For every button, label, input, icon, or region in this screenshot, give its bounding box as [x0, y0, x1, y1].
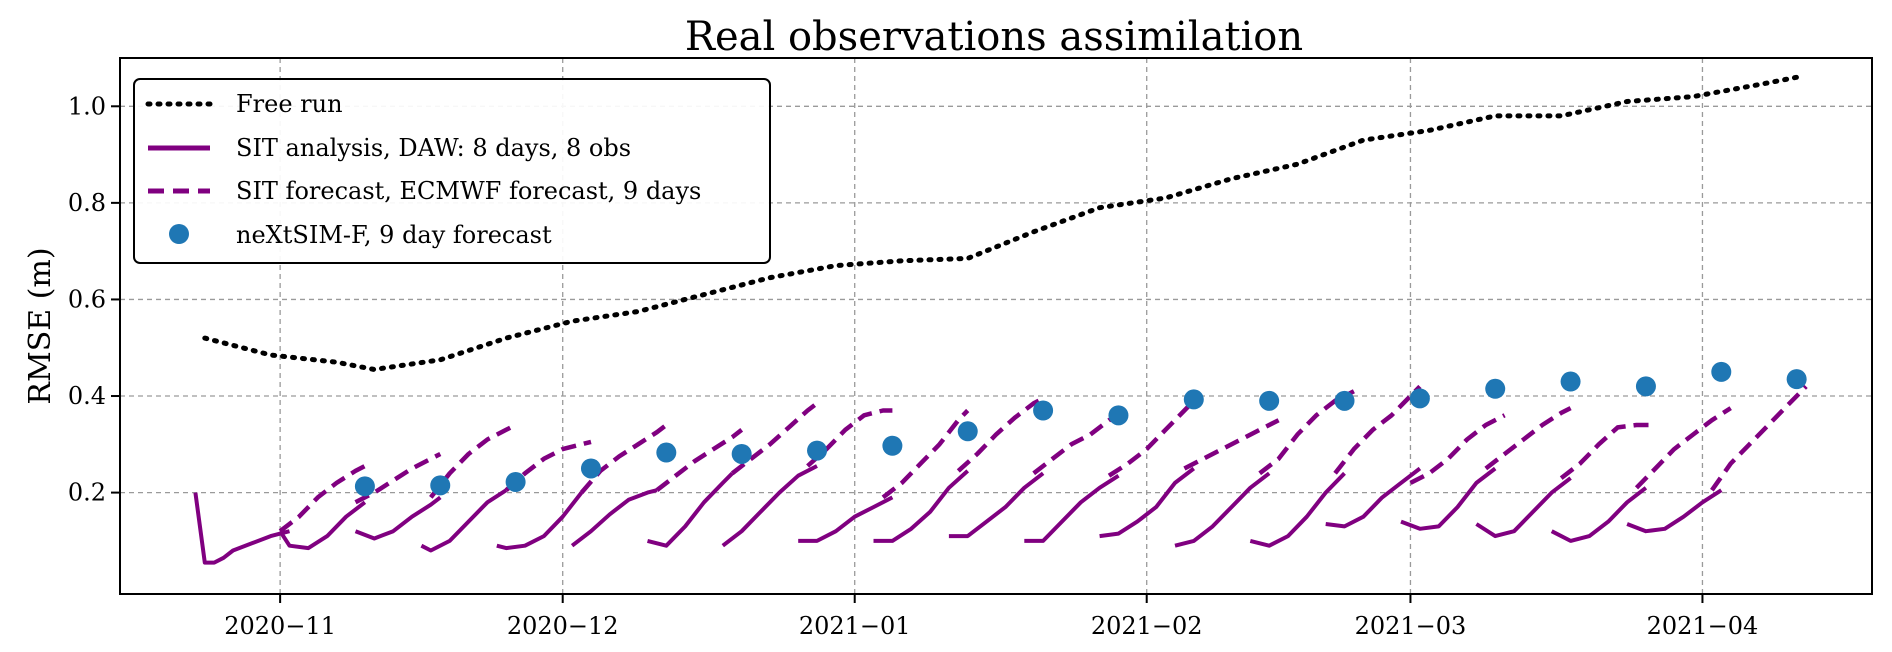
forecast-segment — [1409, 413, 1506, 485]
analysis-series — [193, 464, 1723, 565]
forecast-segment — [1559, 422, 1656, 480]
analysis-segment — [1174, 471, 1271, 548]
analysis-segment — [496, 491, 584, 551]
nextsim-point — [1183, 389, 1204, 410]
analysis-segment — [721, 464, 818, 548]
nextsim-point — [1033, 400, 1054, 421]
forecast-segment — [956, 396, 1045, 473]
analysis-segment — [1325, 466, 1422, 529]
analysis-segment — [1475, 476, 1572, 539]
analysis-segment — [873, 469, 970, 543]
nextsim-point — [1334, 390, 1355, 411]
analysis-segment — [1400, 466, 1497, 531]
free-run-line — [202, 74, 1800, 372]
x-tick-label: 2021−03 — [1355, 612, 1467, 640]
analysis-segment — [278, 500, 367, 551]
forecast-segment — [354, 451, 442, 505]
x-tick-label: 2020−11 — [224, 612, 336, 640]
legend-free-run-label: Free run — [236, 90, 343, 118]
nextsim-point — [1259, 390, 1280, 411]
x-tick-label: 2020−12 — [507, 612, 619, 640]
nextsim-point — [1485, 378, 1506, 399]
nextsim-point — [505, 471, 526, 492]
legend-analysis-label: SIT analysis, DAW: 8 days, 8 obs — [236, 134, 631, 162]
y-tick-label: 0.4 — [68, 382, 106, 410]
legend: Free run SIT analysis, DAW: 8 days, 8 ob… — [133, 78, 771, 264]
forecast-segment — [1484, 406, 1572, 471]
analysis-segment — [570, 488, 658, 548]
nextsim-point — [1409, 388, 1430, 409]
nextsim-point — [1711, 361, 1732, 382]
nextsim-point — [580, 458, 601, 479]
x-tick-label: 2021−01 — [799, 612, 911, 640]
forecast-segment — [1710, 384, 1808, 492]
forecast-segment — [504, 439, 592, 492]
analysis-segment — [948, 471, 1045, 539]
forecast-segment — [1183, 418, 1280, 471]
free-run-series — [202, 74, 1800, 372]
plot-frame — [119, 57, 1873, 595]
analysis-segment — [1626, 488, 1723, 534]
nextsim-point — [1108, 405, 1129, 426]
chart-title: Real observations assimilation — [685, 14, 1303, 60]
forecast-segment — [1333, 384, 1422, 475]
forecast-segment — [806, 408, 893, 468]
analysis-segment — [647, 471, 734, 548]
forecast-segment — [1634, 406, 1732, 490]
forecast-segment — [730, 401, 819, 476]
analysis-segment — [798, 495, 894, 543]
x-tick-label: 2021−04 — [1647, 612, 1759, 640]
forecast-series — [278, 384, 1808, 533]
y-tick-label: 0.8 — [68, 189, 106, 217]
nextsim-point — [807, 440, 828, 461]
analysis-segment — [354, 495, 442, 541]
nextsim-point — [882, 435, 903, 456]
forecast-segment — [429, 422, 517, 499]
forecast-segment — [278, 464, 366, 533]
x-axis: 2020−11 2020−12 2021−01 2021−02 2021−03 2021−… — [224, 594, 1758, 640]
nextsim-point — [656, 442, 677, 463]
analysis-segment — [1099, 466, 1196, 539]
nextsim-point — [731, 443, 752, 464]
nextsim-point — [1786, 369, 1807, 390]
nextsim-series — [354, 361, 1807, 497]
nextsim-point — [957, 421, 978, 442]
analysis-segment — [1550, 486, 1648, 543]
y-axis-label: RMSE (m) — [23, 247, 58, 404]
y-tick-label: 0.6 — [68, 285, 106, 313]
x-tick-label: 2021−02 — [1091, 612, 1203, 640]
analysis-segment — [1024, 474, 1120, 543]
analysis-segment — [193, 492, 291, 565]
forecast-segment — [1107, 399, 1196, 478]
y-tick-label: 0.2 — [68, 479, 106, 507]
forecast-segment — [655, 428, 744, 492]
legend-box — [133, 78, 771, 264]
analysis-segment — [1249, 471, 1346, 548]
nextsim-point — [354, 476, 375, 497]
nextsim-point — [430, 475, 451, 496]
y-axis: 0.2 0.4 0.6 0.8 1.0 — [68, 92, 120, 507]
analysis-segment — [420, 488, 508, 553]
nextsim-point — [1635, 376, 1656, 397]
legend-forecast-label: SIT forecast, ECMWF forecast, 9 days — [236, 177, 701, 205]
nextsim-point — [1560, 371, 1581, 392]
y-tick-label: 1.0 — [68, 92, 106, 120]
legend-nextsim-label: neXtSIM-F, 9 day forecast — [236, 221, 552, 249]
legend-nextsim-swatch — [169, 224, 189, 244]
